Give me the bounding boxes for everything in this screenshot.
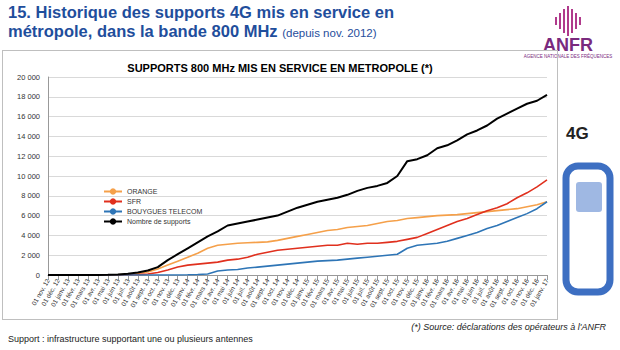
svg-text:01 déc. 14: 01 déc. 14 [279,277,301,307]
svg-text:2 000: 2 000 [21,251,40,260]
svg-text:01 août 15: 01 août 15 [359,277,381,308]
svg-text:01 sept. 16: 01 sept. 16 [488,277,511,309]
svg-text:01 oct. 14: 01 oct. 14 [260,277,281,306]
svg-text:01 juin 14: 01 juin 14 [220,277,241,306]
svg-text:20 000: 20 000 [17,73,40,82]
svg-text:01 avr. 14: 01 avr. 14 [200,277,221,306]
svg-text:01 avr. 16: 01 avr. 16 [439,277,461,306]
svg-text:14 000: 14 000 [17,132,40,141]
svg-text:01 nov. 14: 01 nov. 14 [269,277,291,307]
svg-text:01 sept. 13: 01 sept. 13 [128,277,151,309]
svg-text:01 janv. 15: 01 janv. 15 [288,277,311,308]
svg-text:01 janv. 16: 01 janv. 16 [408,277,431,308]
svg-text:01 avr. 15: 01 avr. 15 [320,277,341,306]
svg-text:01 déc. 13: 01 déc. 13 [159,277,181,307]
svg-text:01 sept. 15: 01 sept. 15 [368,277,391,309]
svg-text:01 juil. 13: 01 juil. 13 [110,277,131,305]
html-text:(*) Source: déclarations des o: (*) Source: déclarations des opérateurs … [411,322,606,332]
svg-text:01 juil. 14: 01 juil. 14 [230,277,251,305]
svg-text:12 000: 12 000 [17,152,40,161]
svg-text:18 000: 18 000 [17,92,40,101]
svg-text:4 000: 4 000 [21,231,40,240]
svg-text:01 mai 14: 01 mai 14 [210,277,231,306]
svg-text:01 nov. 16: 01 nov. 16 [509,277,531,307]
svg-text:01 juil. 16: 01 juil. 16 [470,277,491,305]
svg-text:01 août 13: 01 août 13 [119,277,141,308]
svg-text:01 mars 16: 01 mars 16 [427,277,451,309]
svg-text:01 janv. 17: 01 janv. 17 [528,277,551,308]
svg-text:01 févr. 13: 01 févr. 13 [59,277,81,307]
svg-text:01 oct. 15: 01 oct. 15 [380,277,401,306]
svg-text:01 déc. 16: 01 déc. 16 [518,277,541,307]
svg-text:01 mai 13: 01 mai 13 [90,277,111,306]
svg-text:BOUYGUES TELECOM: BOUYGUES TELECOM [127,208,203,215]
svg-text:01 oct. 13: 01 oct. 13 [140,277,161,306]
svg-text:01 juin 15: 01 juin 15 [340,277,361,306]
svg-text:01 févr. 16: 01 févr. 16 [419,277,441,307]
svg-text:01 nov. 12: 01 nov. 12 [30,277,51,307]
svg-text:01 oct. 16: 01 oct. 16 [499,277,521,306]
svg-text:8 000: 8 000 [21,191,40,200]
html-text:AGENCE NATIONALE DES FRÉQUENCE: AGENCE NATIONALE DES FRÉQUENCES [523,54,613,59]
svg-text:01 mars 13: 01 mars 13 [68,277,91,309]
svg-text:01 mai 15: 01 mai 15 [330,277,351,306]
svg-text:SUPPORTS 800 MHz MIS EN SERVIC: SUPPORTS 800 MHz MIS EN SERVICE EN METRO… [127,62,433,74]
svg-text:01 juil. 15: 01 juil. 15 [350,277,371,305]
svg-text:01 mars 14: 01 mars 14 [188,277,211,309]
svg-text:Nombre de supports: Nombre de supports [127,218,191,226]
svg-text:01 mai 16: 01 mai 16 [449,277,471,306]
html-text:ANFR: ANFR [543,35,593,55]
svg-text:01 avr. 13: 01 avr. 13 [80,277,101,306]
svg-text:01 sept. 14: 01 sept. 14 [248,277,271,309]
svg-text:01 juin 13: 01 juin 13 [100,277,121,306]
svg-text:01 août 16: 01 août 16 [478,277,501,308]
svg-text:01 déc. 15: 01 déc. 15 [399,277,421,307]
svg-text:0: 0 [36,271,40,280]
svg-text:6 000: 6 000 [21,211,40,220]
svg-text:ORANGE: ORANGE [127,188,158,195]
svg-text:01 févr. 15: 01 févr. 15 [299,277,321,307]
svg-text:01 août 14: 01 août 14 [239,277,261,308]
html-text:4G: 4G [566,124,589,143]
svg-text:01 mars 15: 01 mars 15 [308,277,331,309]
svg-text:01 févr. 14: 01 févr. 14 [179,277,201,307]
svg-text:01 janv. 14: 01 janv. 14 [169,277,191,308]
svg-text:SFR: SFR [127,198,141,205]
svg-text:01 nov. 15: 01 nov. 15 [389,277,411,307]
svg-text:01 janv. 13: 01 janv. 13 [49,277,71,308]
svg-text:01 nov. 13: 01 nov. 13 [149,277,171,307]
html-text:15. Historique des supports 4G: 15. Historique des supports 4G mis en se… [8,3,395,40]
svg-text:10 000: 10 000 [17,172,40,181]
html-text:Support : infrastructure suppo: Support : infrastructure supportant une … [8,334,253,344]
svg-text:01 juin 16: 01 juin 16 [460,277,481,306]
svg-text:01 déc. 12: 01 déc. 12 [39,277,61,307]
svg-text:16 000: 16 000 [17,112,40,121]
